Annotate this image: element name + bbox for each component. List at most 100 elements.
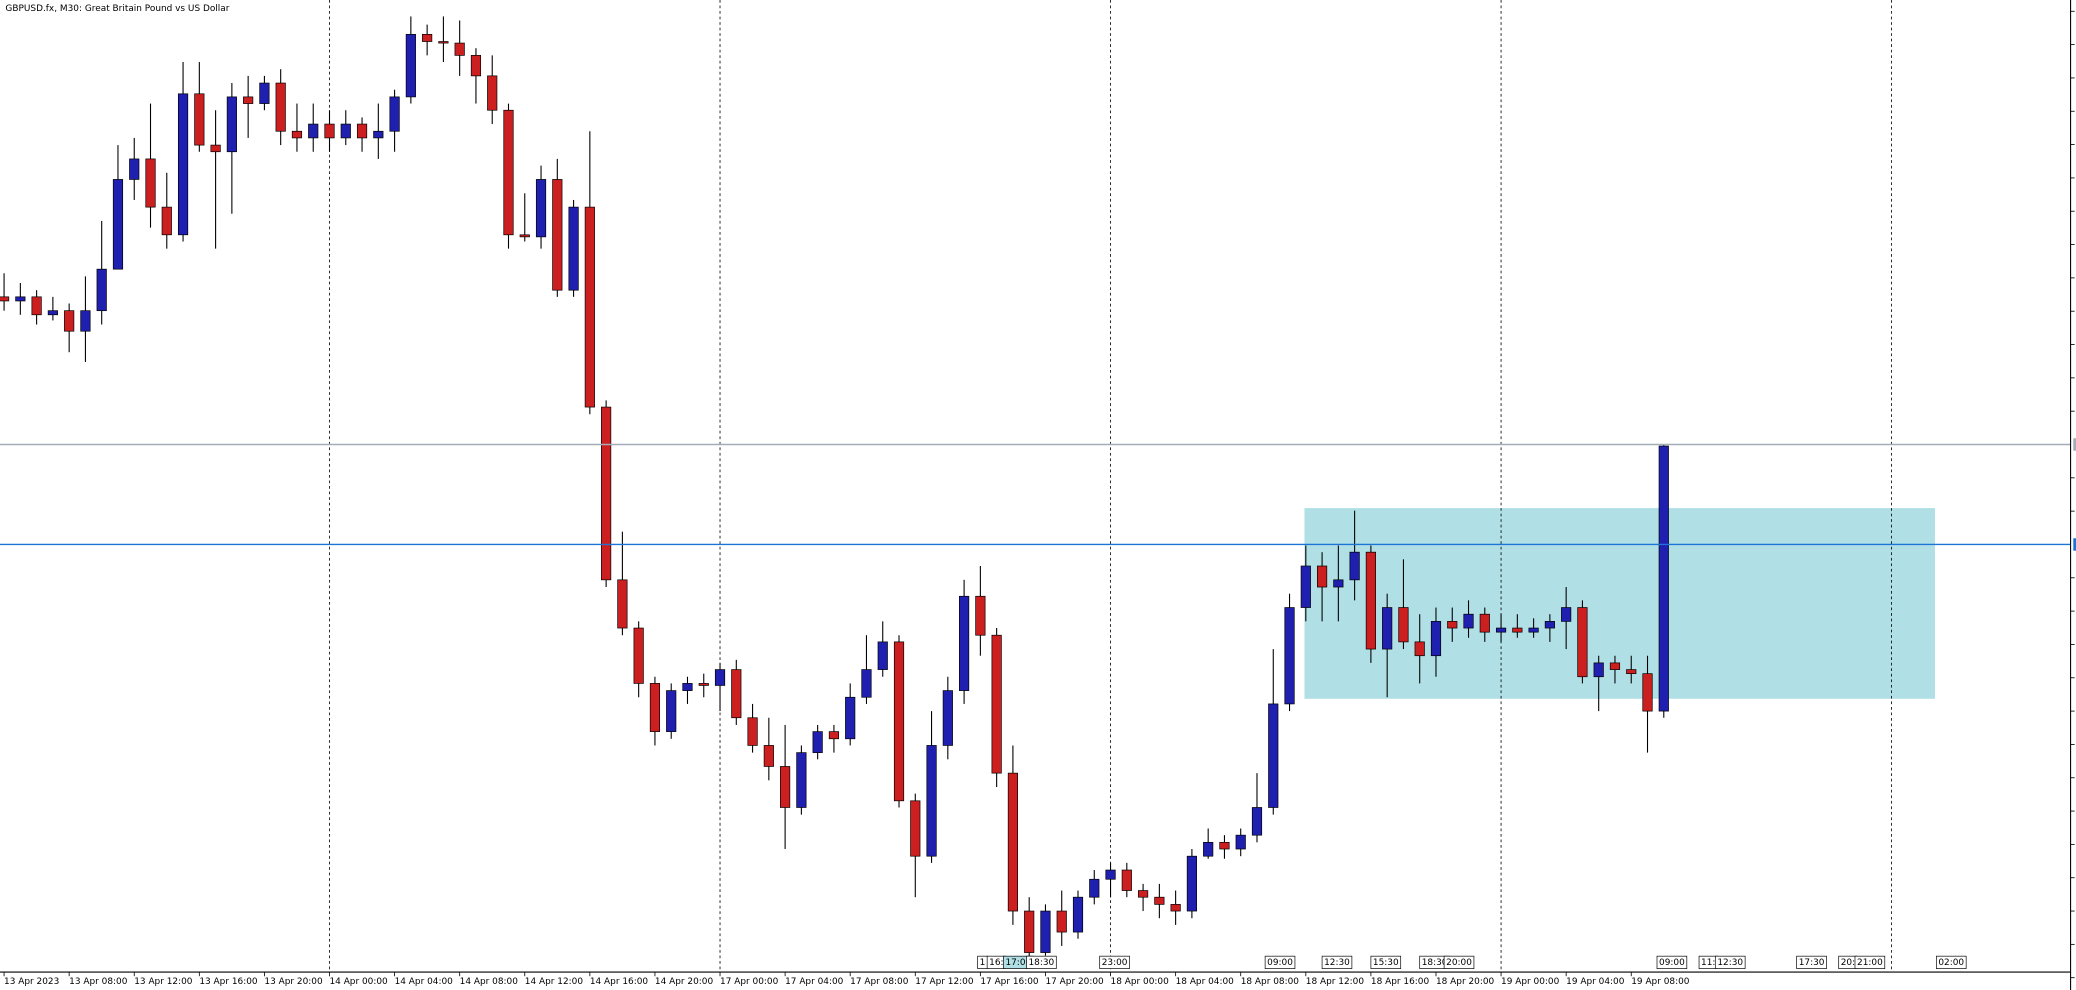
candle-body (1121, 869, 1132, 891)
candle-body (0, 296, 10, 302)
time-marker-label: 17:30 (1799, 958, 1825, 968)
candle-body (194, 93, 205, 146)
candle-body (15, 296, 26, 302)
time-marker-label: 15:30 (1373, 958, 1399, 968)
candle-body (1089, 878, 1100, 898)
candle-body (1170, 904, 1181, 912)
candle-body (552, 179, 563, 291)
candle-body (291, 130, 303, 139)
candle-body (161, 206, 172, 236)
candle-body (64, 310, 75, 332)
time-marker-label: 11: (1701, 958, 1715, 968)
candle-body (1284, 607, 1295, 705)
candle-body (1235, 834, 1246, 850)
candle-body (1626, 669, 1637, 675)
candle-body (177, 93, 189, 236)
x-tick-label: 13 Apr 20:00 (264, 977, 323, 987)
time-marker (1935, 955, 1967, 969)
candle-body (633, 627, 644, 684)
candle-body (1463, 613, 1474, 629)
x-tick-label: 14 Apr 04:00 (395, 977, 454, 987)
candle-body (470, 55, 482, 77)
candle-body (747, 717, 758, 746)
x-tick-label: 13 Apr 12:00 (134, 977, 193, 987)
candle-body (926, 745, 937, 857)
time-marker (1796, 955, 1827, 969)
candle-body (1430, 621, 1442, 657)
candle-body (210, 144, 221, 153)
candle-body (145, 158, 156, 208)
candle-body (259, 82, 270, 104)
time-marker (1854, 955, 1886, 969)
candle-body (226, 96, 237, 153)
candle-body (959, 595, 970, 691)
candle-body (356, 123, 368, 139)
candle-body (780, 766, 791, 808)
candle-body (340, 123, 351, 139)
candle-body (1007, 772, 1018, 912)
candle-body (1609, 662, 1621, 670)
candle-body (1219, 842, 1230, 850)
time-marker-label: 20:00 (1446, 958, 1472, 968)
candle-body (1398, 607, 1409, 643)
time-marker-label: 02:00 (1938, 958, 1964, 968)
candle-body (1251, 807, 1263, 836)
candle-body (861, 669, 872, 698)
candle-body (714, 669, 726, 686)
x-tick-label: 17 Apr 12:00 (915, 977, 974, 987)
candle-body (1528, 627, 1539, 633)
candle-body (454, 42, 465, 56)
candle-body (568, 206, 579, 291)
candle-body (47, 310, 58, 316)
candle-body (1512, 627, 1523, 633)
time-marker-label: 09:00 (1659, 958, 1685, 968)
time-marker (1099, 955, 1130, 969)
candle-body (584, 206, 595, 408)
x-tick-label: 13 Apr 2023 (4, 977, 59, 987)
candle-body (975, 595, 986, 636)
candle-body (96, 268, 107, 312)
time-marker-label: 16: (989, 958, 1003, 968)
candle-body (31, 296, 42, 316)
x-tick-label: 19 Apr 08:00 (1631, 977, 1690, 987)
candle-body (324, 123, 335, 139)
candle-body (1577, 607, 1588, 678)
candle-body (731, 669, 742, 719)
candle-body (422, 34, 433, 42)
candle-body (438, 41, 449, 44)
zone (1304, 508, 1935, 699)
x-tick-label: 13 Apr 08:00 (69, 977, 128, 987)
candle-body (1105, 869, 1116, 880)
candle-body (649, 683, 661, 732)
candle-body (1040, 910, 1051, 953)
candle-body (1268, 703, 1279, 808)
candle-body (812, 731, 823, 753)
candle-body (487, 75, 498, 111)
time-marker-label: 09:00 (1267, 958, 1293, 968)
candle-body (535, 179, 547, 238)
x-tick-label: 18 Apr 04:00 (1176, 977, 1235, 987)
candle-body (1561, 607, 1572, 622)
candle-body (1495, 627, 1507, 633)
candle-body (1186, 855, 1197, 912)
time-marker-label: 12:30 (1717, 958, 1743, 968)
candle-body (1593, 662, 1604, 678)
candle-body (80, 310, 91, 332)
x-tick-label: 17 Apr 00:00 (720, 977, 779, 987)
candle-body (1642, 673, 1653, 712)
candle-body (601, 406, 612, 581)
time-marker (1321, 955, 1353, 969)
candle-body (845, 696, 856, 740)
candle-body (796, 752, 807, 808)
x-tick-label: 18 Apr 08:00 (1241, 977, 1300, 987)
candle-body (1544, 621, 1555, 629)
candle-body (1414, 641, 1425, 657)
x-tick-label: 18 Apr 00:00 (1111, 977, 1170, 987)
candle-body (519, 234, 530, 238)
x-tick-label: 13 Apr 16:00 (199, 977, 258, 987)
candle-body (1479, 613, 1490, 633)
time-marker-label: 18:30 (1029, 958, 1055, 968)
time-marker-label: 17:00 (1005, 958, 1031, 968)
